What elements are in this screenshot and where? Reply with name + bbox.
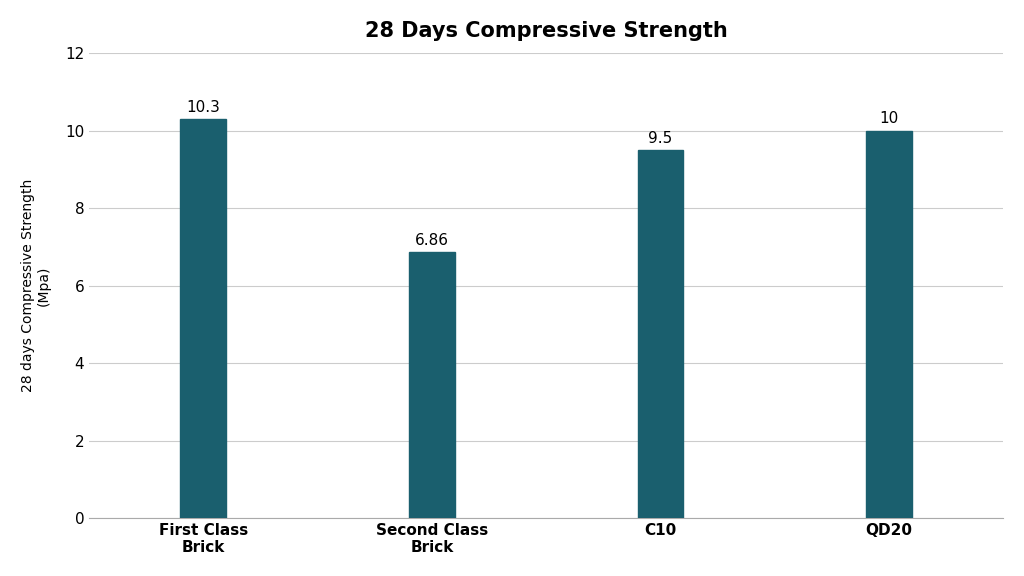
Title: 28 Days Compressive Strength: 28 Days Compressive Strength — [365, 21, 727, 41]
Bar — [638, 150, 683, 518]
Y-axis label: 28 days Compressive Strength
(Mpa): 28 days Compressive Strength (Mpa) — [20, 179, 51, 392]
Text: 10.3: 10.3 — [186, 100, 220, 115]
Text: 10: 10 — [880, 111, 898, 126]
Text: 6.86: 6.86 — [415, 233, 449, 248]
Text: 9.5: 9.5 — [648, 131, 673, 146]
Bar — [409, 252, 455, 518]
Bar — [180, 119, 226, 518]
Bar — [866, 131, 911, 518]
